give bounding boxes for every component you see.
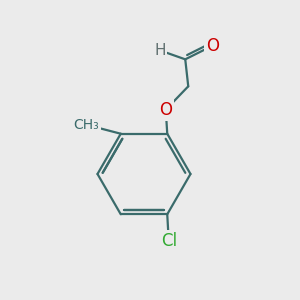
Text: H: H	[154, 43, 166, 58]
Text: Cl: Cl	[161, 232, 177, 250]
Text: O: O	[206, 37, 219, 55]
Text: CH₃: CH₃	[74, 118, 99, 132]
Text: O: O	[159, 101, 172, 119]
